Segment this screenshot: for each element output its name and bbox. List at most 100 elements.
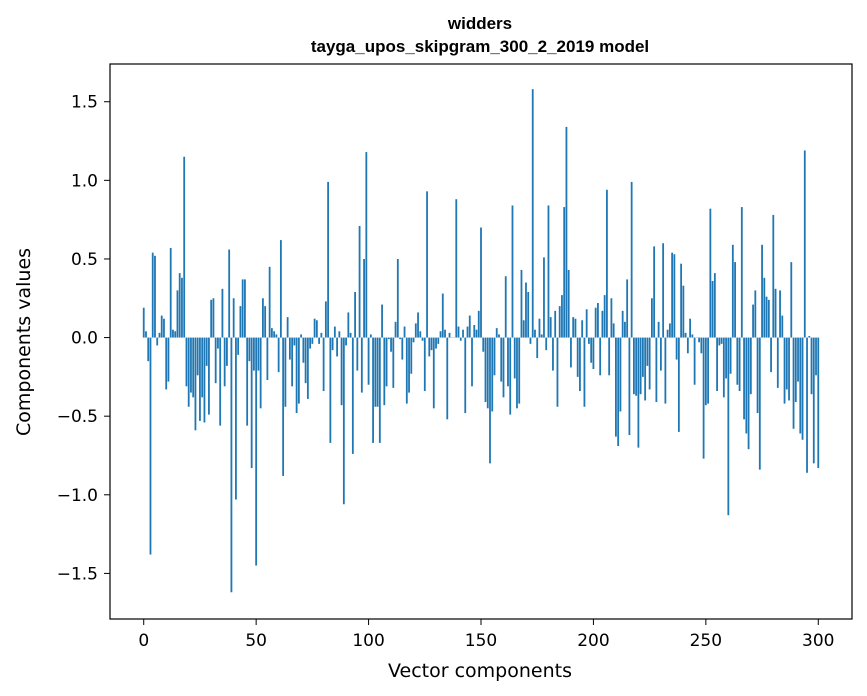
x-axis-label: Vector components [388,660,572,682]
bar [536,337,539,359]
bar [172,329,174,338]
bar [729,337,732,374]
bar [686,337,689,354]
bar [684,332,687,338]
bar [529,337,532,344]
bar [767,299,770,338]
bar [270,328,273,338]
bar [412,337,415,343]
bar [547,205,550,338]
bar [226,337,228,366]
bar [336,337,338,357]
bar [331,337,334,351]
bar [720,337,723,344]
bar [489,337,491,464]
bar [444,329,446,338]
bar [408,337,410,393]
bar [698,337,700,343]
bar [745,337,748,434]
bar [149,337,152,555]
bar-series [142,89,820,593]
bar [399,337,401,340]
bar [644,337,647,401]
bar [567,269,570,338]
bar [788,337,790,401]
bar [390,337,392,352]
bar [255,337,258,566]
bar [183,156,186,338]
bar [145,331,147,338]
bar [394,321,397,338]
bar [475,329,478,338]
bar [342,337,345,505]
bar [147,337,150,362]
bar [776,337,779,388]
bar [504,276,507,338]
bar [610,298,613,338]
bar [264,306,267,338]
bar [579,337,581,392]
bar [727,337,730,516]
bar [385,337,388,387]
bar [383,337,386,406]
x-tick-label: 250 [690,631,722,651]
bar [641,337,644,377]
bar [320,332,323,338]
bar [581,320,584,338]
bar [747,337,750,450]
bar [588,337,590,344]
bar [781,315,784,338]
bar [304,337,307,384]
bar [558,306,561,338]
bar [664,337,667,404]
bar [401,337,404,360]
bar [601,310,604,338]
bar [792,337,795,429]
bar [633,337,635,395]
bar [639,337,642,395]
bar [495,328,498,338]
bar [462,329,464,338]
bar [228,249,231,338]
x-tick-label: 100 [352,631,384,651]
bar [338,331,341,338]
bar [680,263,683,338]
bar [754,290,757,338]
bar [808,336,811,338]
bar [318,337,321,344]
chart-title-line1: widders [447,14,512,33]
bar [650,298,653,338]
bar [473,324,476,338]
bar [594,307,597,338]
bar [387,337,390,340]
bar [266,337,269,381]
bar [711,280,714,338]
bar [525,282,527,338]
bar [432,337,435,409]
x-tick-label: 150 [465,631,497,651]
bar [653,246,656,338]
bar [414,323,417,338]
bar [403,326,406,338]
bar [556,337,559,407]
bar [520,269,523,338]
bar [288,337,291,360]
bar [396,258,399,338]
bar [212,298,215,338]
bar [156,337,159,346]
bar [190,337,192,393]
bar [257,337,260,371]
bar [743,337,745,420]
bar [374,337,377,407]
bar [513,337,516,379]
bar [435,337,437,349]
bar [565,126,568,338]
bar [549,317,552,338]
bar [262,298,264,338]
bar [205,337,208,366]
bar [250,337,253,469]
bar [491,337,494,412]
bar [574,318,577,338]
bar [815,337,817,376]
bar [363,258,365,338]
